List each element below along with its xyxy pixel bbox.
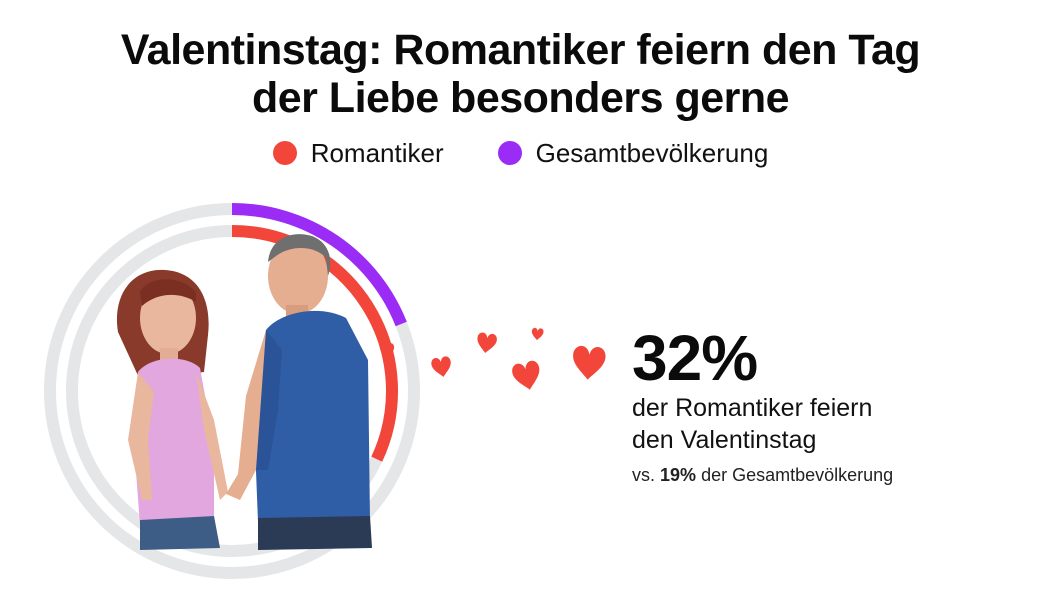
stat-value: 32%: [632, 322, 758, 394]
legend-label-gesamt: Gesamtbevölkerung: [535, 138, 769, 168]
radial-rings: [44, 203, 420, 579]
hearts-decoration: [379, 327, 606, 390]
stat-comparison: vs. 19% der Gesamtbevölkerung: [632, 462, 893, 488]
stat-compare-suffix: der Gesamtbevölkerung: [701, 465, 894, 485]
chart-title: Valentinstag: Romantiker feiern den Tag …: [0, 26, 1041, 122]
stat-caption-line-2: den Valentinstag: [632, 426, 817, 454]
stat-compare-prefix: vs.: [632, 465, 656, 485]
stat-caption: der Romantiker feiern den Valentinstag: [632, 392, 893, 456]
legend-swatch-gesamt: [497, 141, 522, 165]
heart-icon: [512, 360, 540, 390]
stat-compare-value: 19%: [660, 465, 697, 485]
legend-item-gesamt: Gesamtbevölkerung: [497, 138, 769, 168]
stat-block: 32% der Romantiker feiern den Valentinst…: [632, 322, 893, 488]
chart-title-line-1: Valentinstag: Romantiker feiern den Tag: [120, 26, 921, 74]
arc-gesamt: [231, 203, 407, 327]
heart-icon: [531, 327, 544, 341]
legend-label-romantiker: Romantiker: [310, 138, 444, 168]
chart-title-line-2: der Liebe besonders gerne: [251, 74, 790, 122]
legend-item-romantiker: Romantiker: [272, 138, 444, 168]
legend-swatch-romantiker: [272, 141, 297, 165]
heart-icon: [477, 332, 497, 354]
heart-icon: [379, 343, 395, 358]
legend: Romantiker Gesamtbevölkerung: [0, 138, 1041, 168]
heart-icon: [431, 356, 451, 377]
stat-caption-line-1: der Romantiker feiern: [632, 394, 873, 422]
heart-icon: [573, 345, 606, 380]
arc-romantiker: [231, 225, 398, 462]
couple-photo: [116, 234, 372, 550]
